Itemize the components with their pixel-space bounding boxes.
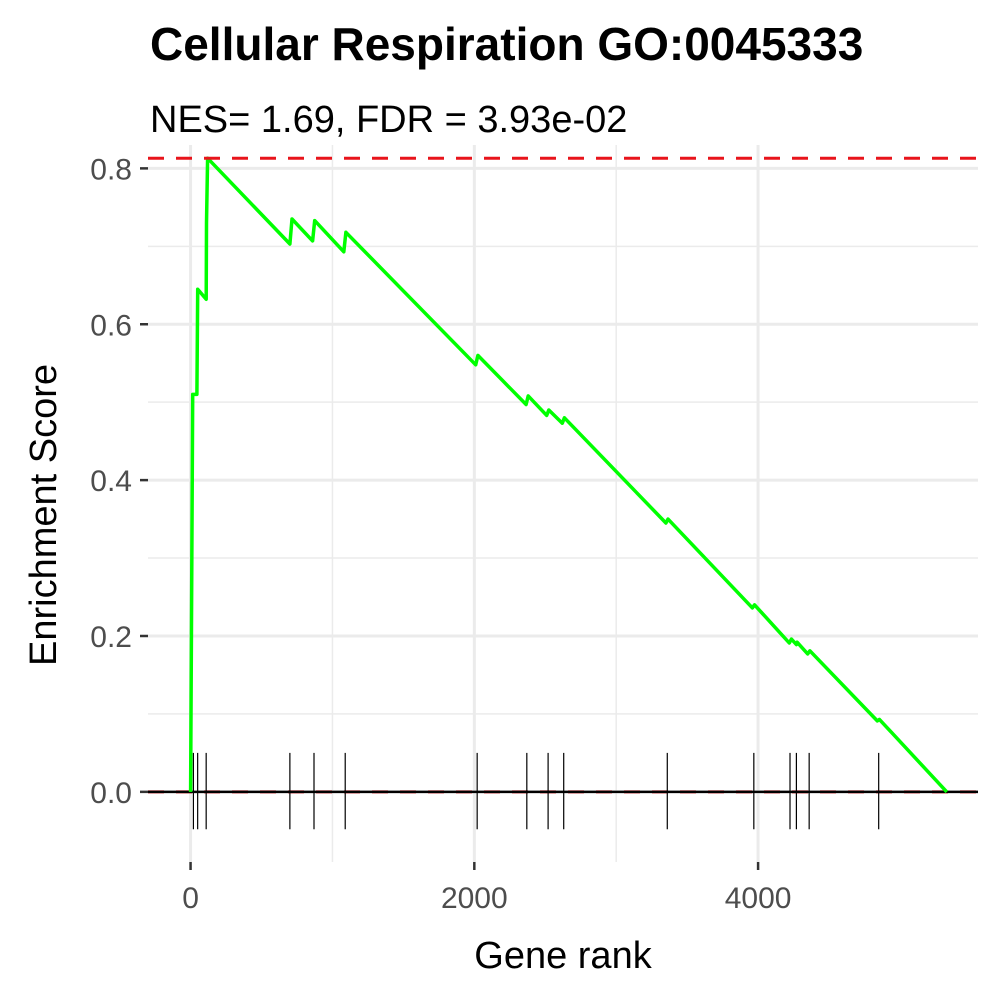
y-tick-label: 0.4 (90, 465, 132, 498)
enrichment-curve (188, 156, 949, 794)
chart-subtitle: NES= 1.69, FDR = 3.93e-02 (150, 99, 627, 141)
x-axis-title: Gene rank (474, 935, 652, 977)
x-tick-label: 2000 (441, 882, 508, 915)
x-tick-label: 4000 (725, 882, 792, 915)
y-tick-label: 0.2 (90, 621, 132, 654)
enrichment-series-line (188, 156, 949, 794)
gene-hits (192, 752, 880, 830)
y-tick-label: 0.6 (90, 309, 132, 342)
x-tick-label: 0 (182, 882, 199, 915)
y-axis-ticks: 0.0 0.2 0.4 0.6 0.8 (90, 153, 148, 810)
y-axis-title: Enrichment Score (23, 364, 65, 666)
chart-title: Cellular Respiration GO:0045333 (150, 18, 863, 70)
x-axis-ticks: 0 2000 4000 (182, 862, 791, 915)
y-tick-label: 0.0 (90, 777, 132, 810)
y-tick-label: 0.8 (90, 153, 132, 186)
grid (148, 145, 978, 862)
